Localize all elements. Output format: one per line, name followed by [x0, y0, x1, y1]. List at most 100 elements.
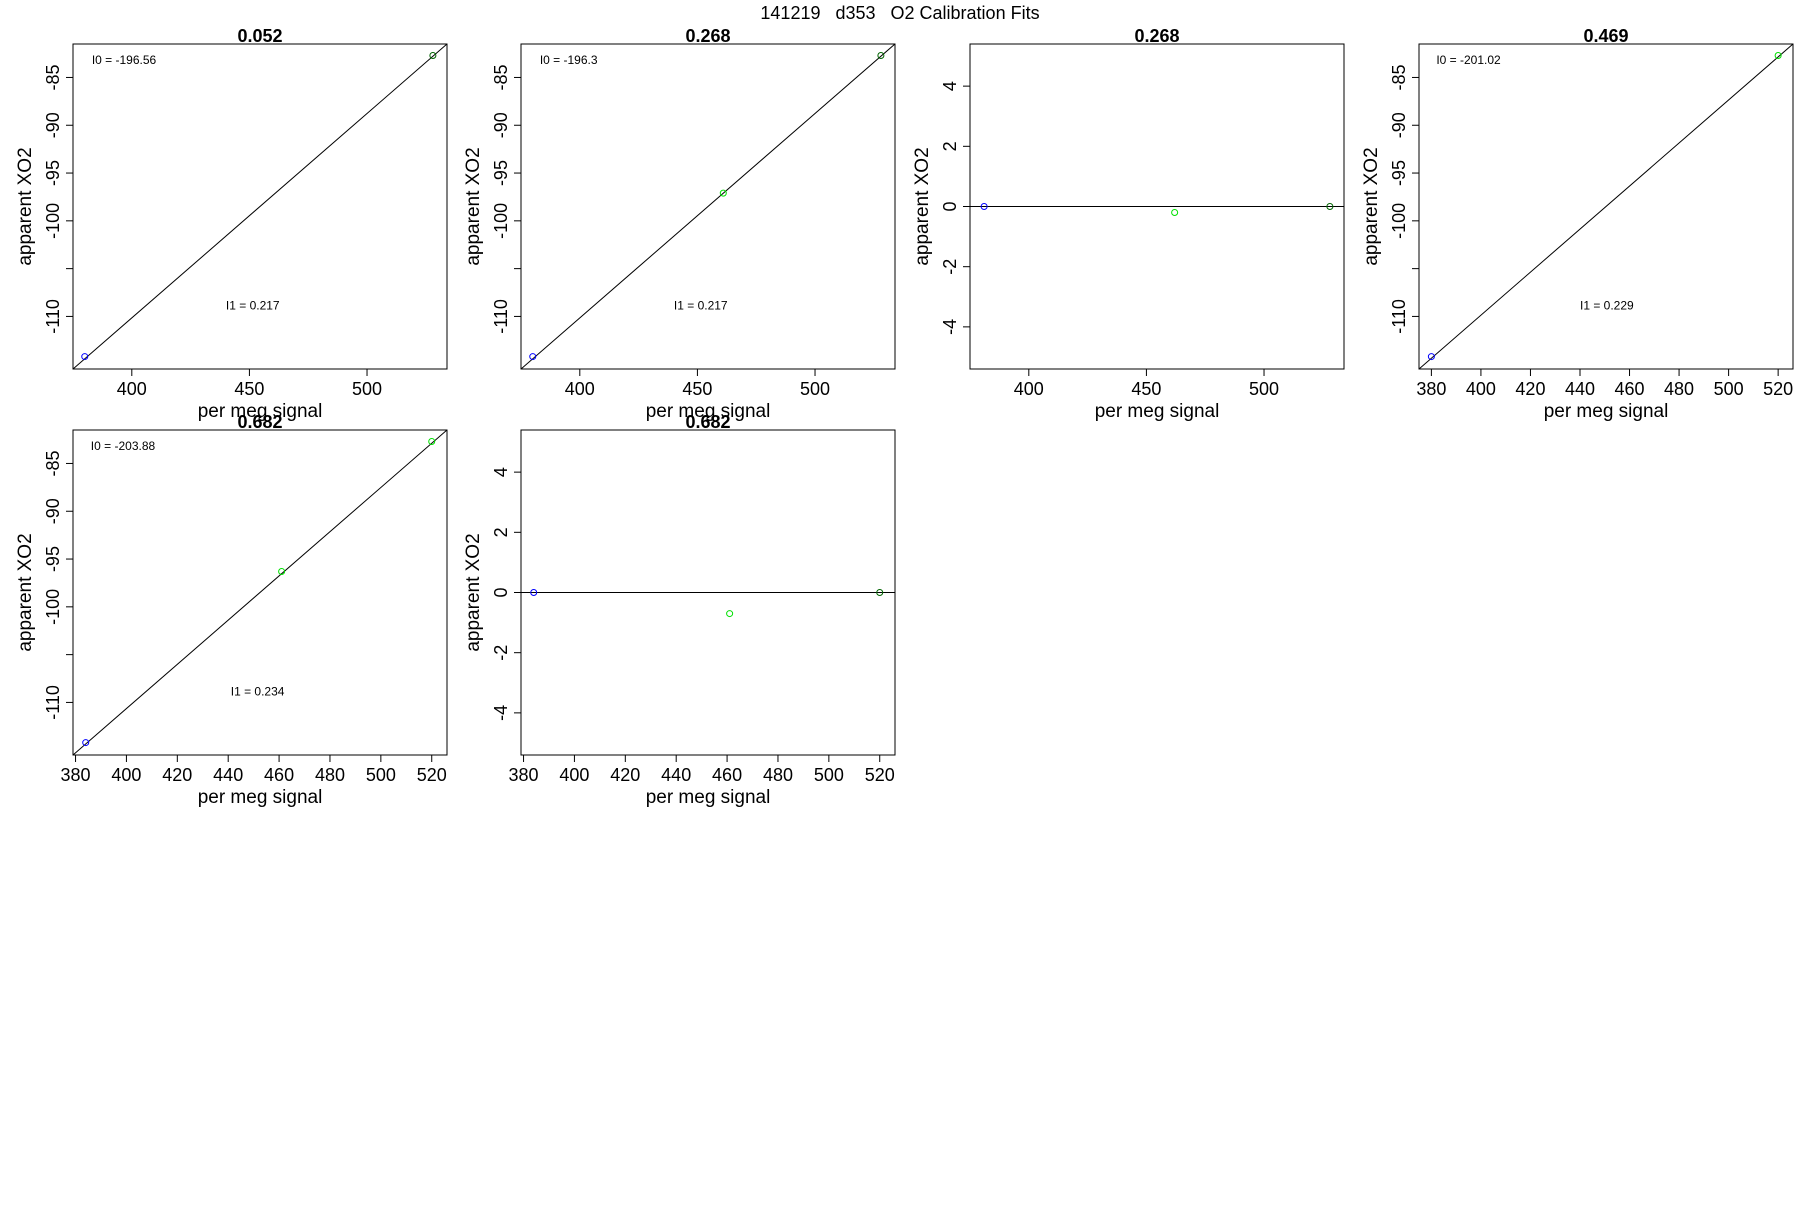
- panel-4: 0.469 380 400 420 440 460 480 500 520 -85 -90 -95 -1…: [1361, 26, 1794, 422]
- fit-annotation: I1 = 0.217: [674, 299, 728, 313]
- x-axis-title: per meg signal: [198, 401, 323, 422]
- data-point: [726, 610, 734, 618]
- x-tick-label: 450: [234, 379, 264, 399]
- data-point: [81, 353, 89, 361]
- fit-annotation: I1 = 0.229: [1580, 299, 1634, 313]
- x-tick-label: 480: [763, 765, 793, 785]
- y-tick-label: 4: [491, 467, 511, 477]
- y-tick-label: 4: [940, 81, 960, 91]
- x-axis-title: per meg signal: [198, 787, 323, 808]
- data-point: [278, 567, 286, 575]
- x-tick-label: 440: [1565, 379, 1595, 399]
- panel-title: 0.469: [1583, 26, 1628, 46]
- x-tick-label: 460: [1615, 379, 1645, 399]
- x-axis-title: per meg signal: [1544, 401, 1669, 422]
- y-tick-label: -85: [491, 64, 511, 90]
- y-tick-label: -90: [43, 112, 63, 138]
- x-tick-label: 500: [1714, 379, 1744, 399]
- data-point: [1171, 209, 1179, 217]
- y-tick-label: -100: [491, 203, 511, 239]
- x-tick-label: 450: [682, 379, 712, 399]
- y-tick-label: -95: [43, 546, 63, 572]
- panel-title: 0.682: [237, 412, 282, 432]
- y-tick-label: 2: [491, 527, 511, 537]
- data-point: [428, 437, 436, 445]
- panel-title: 0.052: [237, 26, 282, 46]
- panel-5: 0.682 380 400 420 440 460 480 500 520 -85 -90 -95 -1…: [15, 412, 448, 808]
- y-tick-label: -90: [43, 498, 63, 524]
- data-point: [876, 589, 884, 596]
- y-tick-label: 0: [940, 201, 960, 211]
- fit-annotation: I0 = -196.3: [540, 53, 598, 67]
- fit-annotation: I0 = -203.88: [91, 439, 156, 453]
- x-axis-title: per meg signal: [646, 401, 771, 422]
- data-point: [719, 189, 727, 197]
- y-axis-title: apparent XO2: [15, 533, 36, 651]
- y-tick-label: -95: [491, 160, 511, 186]
- y-tick-label: -110: [1389, 299, 1409, 334]
- x-tick-label: 420: [610, 765, 640, 785]
- fit-annotation: I1 = 0.217: [226, 299, 280, 313]
- data-point: [82, 739, 90, 747]
- x-tick-label: 400: [1014, 379, 1044, 399]
- x-tick-label: 380: [1416, 379, 1446, 399]
- x-tick-label: 380: [61, 765, 91, 785]
- panel-1: 0.052 400 450 500 -85 -90 -95 -100 -110 per meg s…: [15, 26, 448, 422]
- y-tick-label: -4: [491, 705, 511, 721]
- y-tick-label: 0: [491, 587, 511, 597]
- y-tick-label: -2: [491, 645, 511, 661]
- data-point: [1774, 51, 1782, 59]
- y-tick-label: -100: [43, 203, 63, 239]
- y-tick-label: -95: [1389, 160, 1409, 186]
- data-point: [1427, 353, 1435, 361]
- x-axis-title: per meg signal: [646, 787, 771, 808]
- y-axis-title: apparent XO2: [463, 533, 484, 651]
- data-point: [530, 589, 538, 596]
- y-tick-label: -110: [43, 299, 63, 334]
- y-axis-title: apparent XO2: [912, 147, 933, 265]
- figure-title: 141219 d353 O2 Calibration Fits: [760, 3, 1039, 23]
- x-tick-label: 400: [117, 379, 147, 399]
- x-tick-label: 460: [264, 765, 294, 785]
- fit-line: [521, 44, 895, 369]
- y-tick-label: -2: [940, 259, 960, 275]
- y-tick-label: -90: [491, 112, 511, 138]
- x-tick-label: 440: [213, 765, 243, 785]
- y-tick-label: -85: [43, 450, 63, 476]
- y-tick-label: -85: [1389, 64, 1409, 90]
- fit-line: [1419, 44, 1793, 369]
- x-tick-label: 400: [111, 765, 141, 785]
- fit-annotation: I1 = 0.234: [231, 685, 285, 699]
- data-point: [429, 51, 437, 59]
- x-tick-label: 520: [865, 765, 895, 785]
- data-point: [980, 203, 988, 210]
- x-tick-label: 450: [1131, 379, 1161, 399]
- x-tick-label: 500: [352, 379, 382, 399]
- y-tick-label: -110: [43, 685, 63, 720]
- x-tick-label: 460: [712, 765, 742, 785]
- panel-3: 0.268 400 450 500 4 2 0 -2 -4 per meg signal appar…: [912, 26, 1345, 422]
- x-tick-label: 480: [1664, 379, 1694, 399]
- x-tick-label: 420: [1515, 379, 1545, 399]
- y-axis-title: apparent XO2: [1361, 147, 1382, 265]
- x-tick-label: 500: [1249, 379, 1279, 399]
- fit-line: [73, 44, 447, 369]
- data-point: [877, 51, 885, 59]
- x-tick-label: 440: [661, 765, 691, 785]
- x-tick-label: 420: [162, 765, 192, 785]
- fit-annotation: I0 = -201.02: [1436, 53, 1501, 67]
- x-tick-label: 500: [814, 765, 844, 785]
- y-tick-label: -90: [1389, 112, 1409, 138]
- data-point: [1326, 203, 1334, 210]
- panel-title: 0.268: [1134, 26, 1179, 46]
- x-tick-label: 500: [800, 379, 830, 399]
- y-tick-label: -85: [43, 64, 63, 90]
- y-tick-label: -110: [491, 299, 511, 334]
- y-tick-label: 2: [940, 141, 960, 151]
- x-tick-label: 520: [417, 765, 447, 785]
- y-tick-label: -100: [43, 589, 63, 625]
- fit-line: [73, 430, 447, 755]
- x-tick-label: 400: [1466, 379, 1496, 399]
